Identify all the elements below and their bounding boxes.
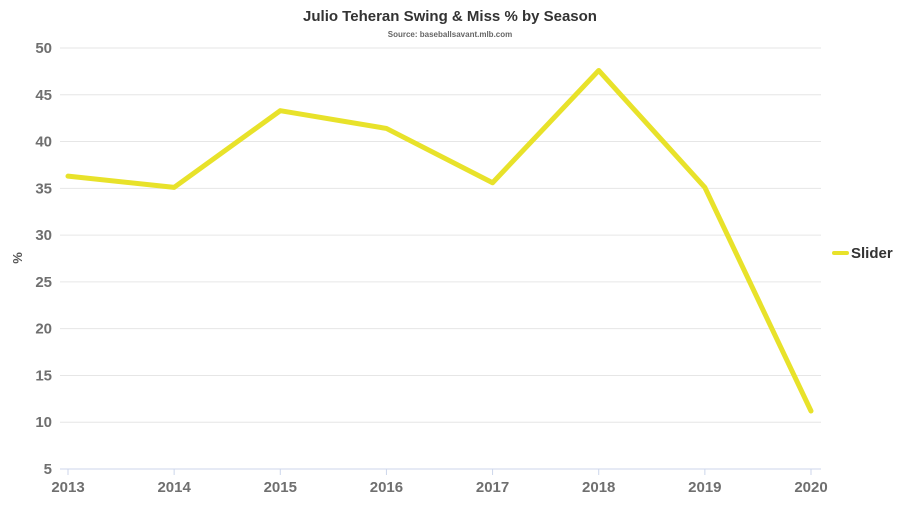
y-tick-label: 45	[35, 87, 52, 104]
data-point[interactable]	[596, 68, 601, 73]
x-tick-label: 2015	[264, 479, 297, 496]
series-line-slider	[65, 67, 814, 414]
y-tick-label: 35	[35, 180, 52, 197]
data-point[interactable]	[809, 408, 814, 413]
data-point[interactable]	[384, 126, 389, 131]
y-tick-label: 5	[44, 461, 52, 478]
y-tick-label: 50	[35, 40, 52, 57]
data-point[interactable]	[278, 108, 283, 113]
gridlines	[60, 47, 821, 470]
x-tick-label: 2014	[157, 479, 191, 496]
legend-label-slider[interactable]: Slider	[851, 245, 893, 262]
data-point[interactable]	[702, 185, 707, 190]
data-point[interactable]	[66, 174, 71, 179]
x-tick-label: 2018	[582, 479, 615, 496]
y-axis-ticks: 5 10 15 20 25 30 35 40 45 50	[35, 40, 52, 478]
x-tick-label: 2020	[794, 479, 827, 496]
chart-title: Julio Teheran Swing & Miss % by Season	[303, 8, 597, 25]
series-layer	[65, 67, 814, 414]
y-tick-label: 15	[35, 367, 52, 384]
data-point[interactable]	[490, 180, 495, 185]
x-axis-ticks: 2013 2014 2015 2016 2017 2018 2019 2020	[51, 469, 828, 496]
chart-subtitle: Source: baseballsavant.mlb.com	[388, 30, 513, 39]
y-tick-label: 25	[35, 274, 52, 291]
x-tick-label: 2013	[51, 479, 84, 496]
y-tick-label: 30	[35, 227, 52, 244]
x-tick-label: 2016	[370, 479, 403, 496]
y-tick-label: 40	[35, 134, 52, 151]
data-point[interactable]	[172, 185, 177, 190]
y-tick-label: 20	[35, 321, 52, 338]
legend[interactable]: Slider	[832, 245, 893, 262]
y-axis-label: %	[10, 252, 25, 264]
x-tick-label: 2017	[476, 479, 509, 496]
x-tick-label: 2019	[688, 479, 721, 496]
y-tick-label: 10	[35, 414, 52, 431]
